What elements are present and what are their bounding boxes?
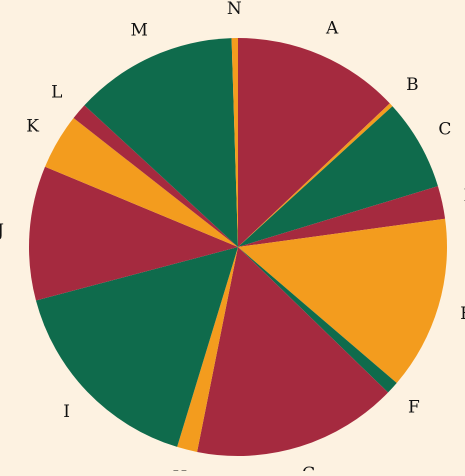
pie-slice-l xyxy=(73,105,238,247)
pie-slice-i xyxy=(35,247,239,447)
pie-label-j: J xyxy=(0,221,4,241)
pie-slice-j xyxy=(29,166,238,301)
pie-slice-k xyxy=(45,117,238,248)
pie-label-n: N xyxy=(227,0,242,19)
pie-slice-h xyxy=(177,247,238,452)
pie-label-c: C xyxy=(438,119,451,139)
pie-slice-d xyxy=(238,186,446,247)
pie-slice-c xyxy=(238,106,438,247)
pie-slice-n xyxy=(231,38,238,247)
pie-slice-f xyxy=(238,247,397,393)
pie-label-d: D xyxy=(464,186,465,206)
pie-slices xyxy=(29,38,447,456)
pie-label-a: A xyxy=(325,18,339,38)
pie-slice-m xyxy=(84,38,238,247)
pie-slice-e xyxy=(238,218,447,383)
pie-label-f: F xyxy=(408,397,420,417)
pie-label-k: K xyxy=(26,117,39,137)
pie-label-e: E xyxy=(460,304,465,324)
pie-slice-b xyxy=(238,103,393,248)
pie-label-m: M xyxy=(130,20,147,40)
pie-label-i: I xyxy=(63,402,70,422)
pie-slice-a xyxy=(238,38,390,247)
pie-label-b: B xyxy=(406,75,419,95)
pie-label-g: G xyxy=(302,464,316,471)
pie-label-l: L xyxy=(51,83,62,103)
pie-slice-g xyxy=(197,247,389,456)
